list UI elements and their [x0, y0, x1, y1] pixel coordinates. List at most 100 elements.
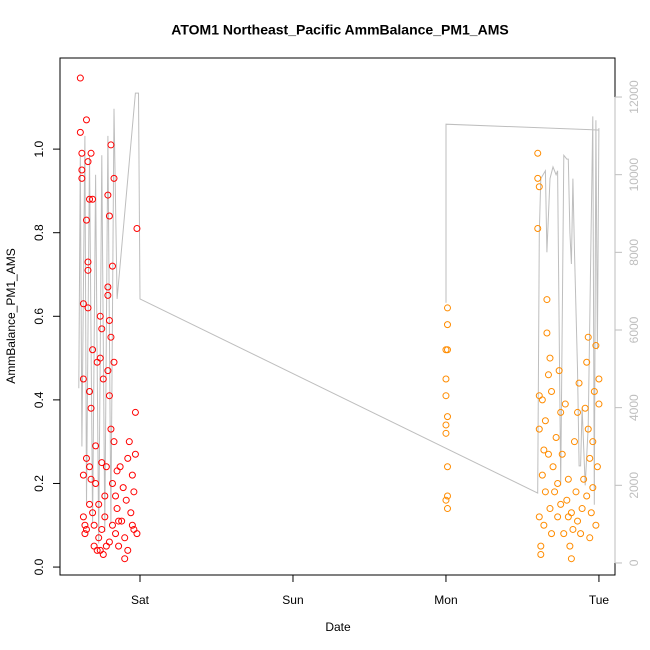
scatter-point — [101, 513, 109, 521]
scatter-point — [443, 304, 451, 312]
scatter-point — [442, 421, 450, 429]
y2-tick-label: 12000 — [627, 80, 641, 114]
scatter-point — [552, 433, 560, 441]
scatter-point — [105, 538, 113, 546]
scatter-point — [87, 404, 95, 412]
scatter-point — [86, 195, 94, 203]
scatter-point — [92, 479, 100, 487]
scatter-point — [81, 530, 89, 538]
scatter-point — [133, 530, 141, 538]
scatter-point — [589, 438, 597, 446]
y2-tick-label: 4000 — [627, 394, 641, 421]
scatter-point — [564, 475, 572, 483]
scatter-point — [569, 525, 577, 533]
chart-title: ATOM1 Northeast_Pacific AmmBalance_PM1_A… — [171, 22, 508, 38]
scatter-point — [543, 329, 551, 337]
scatter-point — [584, 333, 592, 341]
scatter-point — [107, 425, 115, 433]
scatter-point — [442, 496, 450, 504]
scatter-point — [82, 525, 90, 533]
scatter-point — [443, 321, 451, 329]
scatter-point — [535, 183, 543, 191]
y-tick-label: 0.4 — [32, 391, 46, 408]
scatter-point — [86, 500, 94, 508]
scatter-point — [115, 517, 123, 525]
scatter-point — [102, 463, 110, 471]
scatter-point — [78, 174, 86, 182]
scatter-point — [131, 450, 139, 458]
scatter-point — [105, 212, 113, 220]
scatter-point — [78, 149, 86, 157]
scatter-point — [81, 521, 89, 529]
scatter-point — [127, 509, 135, 517]
scatter-point — [92, 442, 100, 450]
scatter-point — [567, 509, 575, 517]
scatter-point — [104, 291, 112, 299]
scatter-point — [563, 496, 571, 504]
scatter-point — [551, 488, 559, 496]
scatter-point — [124, 546, 132, 554]
scatter-point — [548, 530, 556, 538]
scatter-point — [128, 521, 136, 529]
y2-tick-label: 8000 — [627, 239, 641, 266]
scatter-point — [577, 530, 585, 538]
scatter-point — [79, 471, 87, 479]
scatter-point — [95, 534, 103, 542]
scatter-point — [124, 454, 132, 462]
scatter-point — [557, 500, 565, 508]
scatter-point — [587, 509, 595, 517]
scatter-point — [544, 371, 552, 379]
scatter-point — [560, 530, 568, 538]
scatter-point — [119, 484, 127, 492]
y-tick-label: 0.8 — [32, 224, 46, 241]
scatter-point — [110, 174, 118, 182]
scatter-point — [105, 392, 113, 400]
scatter-point — [586, 454, 594, 462]
scatter-point — [133, 225, 141, 233]
scatter-point — [567, 555, 575, 563]
scatter-point — [574, 517, 582, 525]
scatter-point — [125, 438, 133, 446]
scatter-point — [107, 141, 115, 149]
scatter-point — [121, 555, 129, 563]
scatter-point — [86, 463, 94, 471]
scatter-point — [108, 479, 116, 487]
scatter-point — [583, 492, 591, 500]
scatter-point — [82, 454, 90, 462]
scatter-point — [557, 408, 565, 416]
scatter-point — [534, 149, 542, 157]
scatter-point — [578, 505, 586, 513]
scatter-point — [592, 342, 600, 350]
scatter-point — [555, 367, 563, 375]
scatter-point — [592, 521, 600, 529]
scatter-point — [96, 354, 104, 362]
scatter-point — [575, 379, 583, 387]
scatter-point — [110, 358, 118, 366]
scatter-point — [101, 492, 109, 500]
scatter-point — [90, 521, 98, 529]
y-tick-label: 1.0 — [32, 140, 46, 157]
scatter-point — [98, 459, 106, 467]
scatter-point — [580, 475, 588, 483]
scatter-point — [544, 450, 552, 458]
scatter-point — [554, 479, 562, 487]
scatter-point — [79, 513, 87, 521]
scatter-point — [561, 400, 569, 408]
scatter-point — [583, 358, 591, 366]
scatter-point — [107, 333, 115, 341]
scatter-point — [537, 542, 545, 550]
scatter-point — [104, 283, 112, 291]
scatter-point — [82, 216, 90, 224]
scatter-point — [554, 513, 562, 521]
y2-tick-label: 6000 — [627, 316, 641, 343]
scatter-point — [79, 375, 87, 383]
scatter-point — [443, 505, 451, 513]
scatter-point — [82, 116, 90, 124]
scatter-point — [76, 74, 84, 82]
y-tick-label: 0.2 — [32, 475, 46, 492]
scatter-point — [110, 438, 118, 446]
scatter-point — [549, 463, 557, 471]
scatter-point — [538, 471, 546, 479]
scatter-point — [98, 525, 106, 533]
